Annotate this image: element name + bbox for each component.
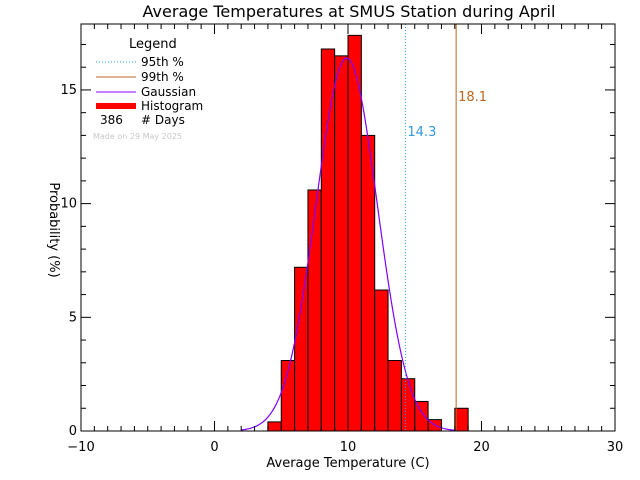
x-axis-label: Average Temperature (C) [266,456,429,471]
legend: Legend 95th % 99th % Gaussian Histogram … [93,37,203,141]
histogram-bar [347,34,362,432]
x-axis-ticks: −10 0 10 20 30 [67,24,623,455]
percentile-value-label: 18.1 [458,90,487,105]
histogram-bars [267,34,469,432]
percentile-lines: 14.3 18.1 [404,24,487,431]
histogram-bar [387,360,402,432]
percentile-value-label: 14.3 [407,125,436,140]
histogram-bar [400,378,416,432]
legend-99th-label: 99th % [141,70,184,84]
x-tick-label: 30 [607,440,624,455]
histogram-bar [374,289,389,432]
chart-title: Average Temperatures at SMUS Station dur… [143,2,556,21]
watermark-text: Made on 29 May 2025 [93,132,182,141]
y-tick-label: 15 [60,83,77,98]
legend-95th-label: 95th % [141,55,184,69]
y-axis-ticks: 0 5 10 15 [60,43,615,439]
histogram-bar [267,421,282,432]
y-tick-label: 5 [69,310,77,325]
legend-gaussian-label: Gaussian [141,85,196,99]
histogram-bar [294,266,309,432]
legend-histogram-label: Histogram [141,99,203,113]
x-tick-label: 10 [340,440,357,455]
y-tick-label: 0 [69,424,77,439]
histogram-bar [307,189,322,432]
histogram-bar [454,407,469,432]
x-tick-label: −10 [67,440,94,455]
histogram-bar [320,48,336,432]
x-tick-label: 20 [473,440,490,455]
legend-days-count: 386 [100,113,123,127]
histogram-bar [360,134,376,432]
y-tick-label: 10 [60,197,77,212]
legend-title: Legend [129,37,177,52]
gaussian-curve [241,57,455,431]
histogram-bar [334,55,349,432]
histogram-bar [414,400,429,432]
y-axis-label: Probability (%) [46,182,61,277]
x-tick-label: 0 [210,440,218,455]
legend-days-label: # Days [141,113,185,127]
